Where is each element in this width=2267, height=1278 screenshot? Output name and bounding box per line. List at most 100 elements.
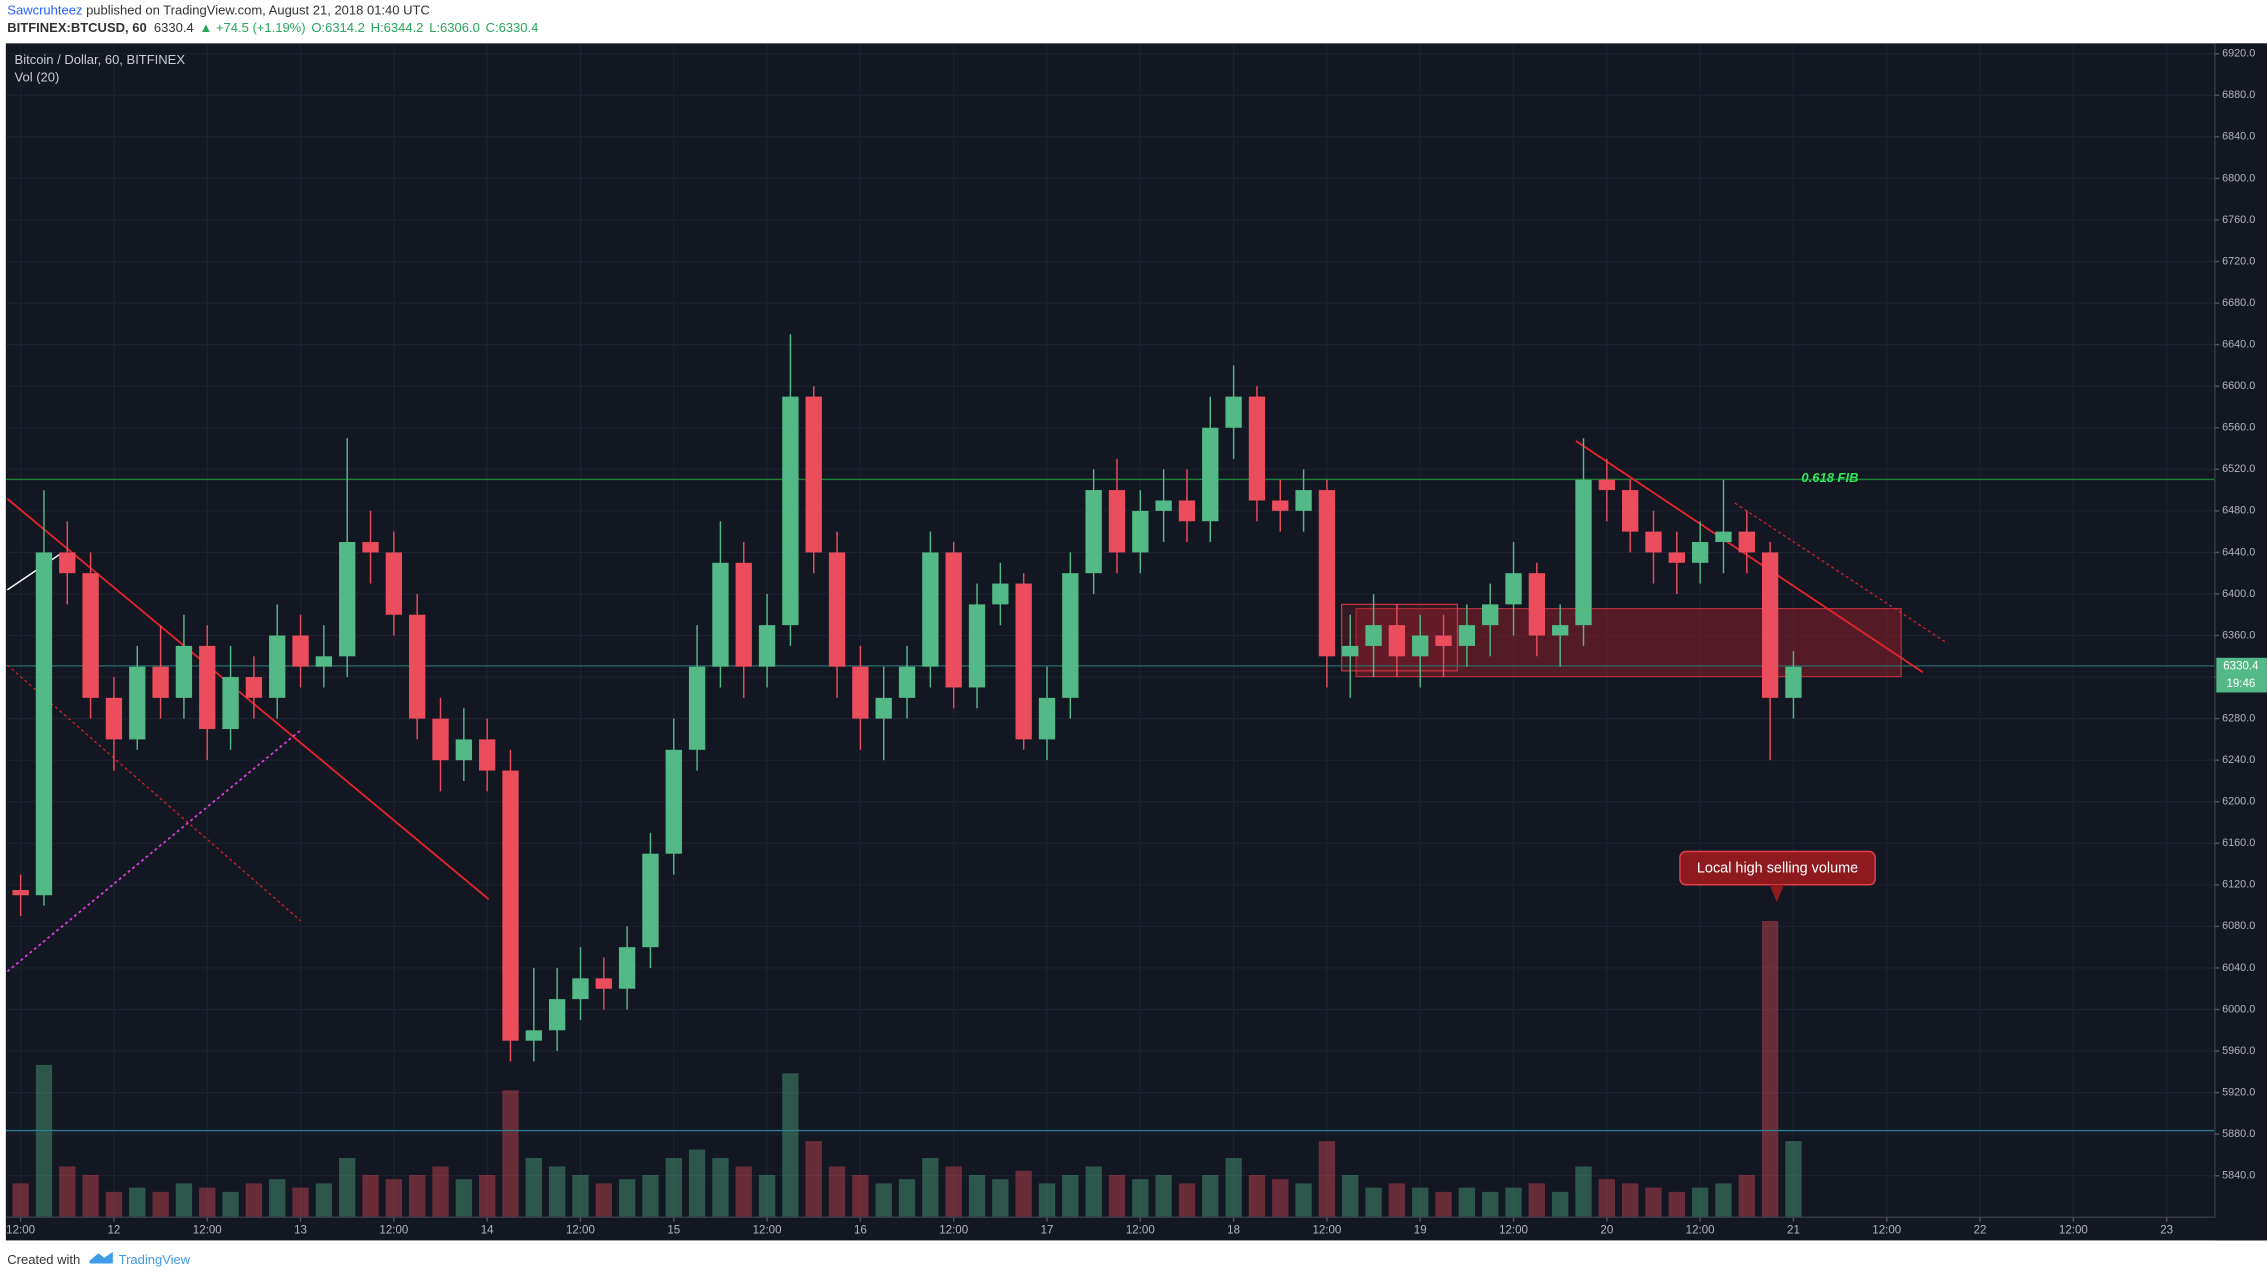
candle-body: [362, 542, 379, 553]
candle-body: [1715, 531, 1732, 543]
volume-bar: [292, 1187, 309, 1218]
candle-body: [922, 552, 939, 667]
candle-body: [572, 978, 589, 1000]
candle-body: [782, 396, 799, 626]
candle-body: [315, 656, 333, 667]
candle-body: [1598, 479, 1616, 491]
candle-body: [548, 999, 566, 1031]
volume-bar: [735, 1166, 752, 1218]
volume-bar: [712, 1158, 729, 1218]
volume-bar: [1645, 1187, 1662, 1218]
candle-body: [1225, 396, 1242, 428]
candle-body: [269, 635, 286, 698]
candle-body: [968, 604, 986, 688]
x-tick-label: 12:00: [753, 1224, 782, 1236]
y-tick-label: 6920.0: [2222, 48, 2255, 60]
volume-bar: [665, 1158, 682, 1218]
volume-bar: [1412, 1187, 1429, 1218]
volume-bar: [1248, 1174, 1266, 1218]
candle-body: [595, 978, 612, 989]
ohlc-c: C:6330.4: [486, 20, 539, 35]
author[interactable]: Sawcruhteez: [7, 3, 82, 18]
volume-bar: [269, 1179, 286, 1218]
candle-body: [618, 947, 636, 989]
y-tick-label: 6840.0: [2222, 131, 2255, 143]
y-tick-label: 6120.0: [2222, 879, 2255, 891]
volume-bar: [59, 1166, 76, 1218]
volume-bar: [1015, 1170, 1032, 1218]
y-tick-label: 6000.0: [2222, 1003, 2255, 1015]
volume-bar: [758, 1174, 776, 1218]
y-tick-label: 6440.0: [2222, 546, 2255, 558]
volume-bar: [548, 1166, 566, 1218]
candle-body: [1062, 573, 1079, 698]
volume-bar: [1108, 1174, 1126, 1218]
candle-body: [432, 718, 449, 761]
volume-bar: [875, 1183, 892, 1218]
candle-body: [1365, 625, 1382, 646]
y-tick-label: 6160.0: [2222, 837, 2255, 849]
candle-body: [665, 749, 682, 854]
candle-body: [688, 666, 706, 750]
y-tick-label: 6640.0: [2222, 338, 2255, 350]
y-tick-label: 6680.0: [2222, 297, 2255, 309]
y-tick-label: 6240.0: [2222, 754, 2255, 766]
y-tick-label: 6520.0: [2222, 463, 2255, 475]
volume-bar: [1552, 1191, 1569, 1218]
candle-body: [1552, 625, 1569, 636]
x-tick-label: 14: [481, 1224, 494, 1236]
candle-body: [875, 697, 892, 719]
candle-body: [59, 552, 76, 574]
volume-bar: [1761, 920, 1779, 1218]
candle-body: [222, 677, 239, 730]
volume-bar: [922, 1158, 939, 1218]
candles: [12, 334, 1802, 1062]
volume-bar: [1785, 1141, 1802, 1218]
tv-logo: [89, 1251, 113, 1264]
volume-bar: [572, 1174, 589, 1218]
candle-body: [828, 552, 846, 667]
candle-body: [175, 645, 193, 698]
x-tick-label: 12:00: [1499, 1224, 1528, 1236]
candle-body: [455, 739, 472, 761]
y-tick-label: 5880.0: [2222, 1128, 2255, 1140]
volume-bar: [1365, 1187, 1382, 1218]
volume-bar: [1295, 1183, 1312, 1218]
trendline: [1575, 440, 1924, 674]
candle-body: [945, 552, 962, 688]
candle-body: [1015, 583, 1032, 740]
trendline-dotted: [1734, 502, 1948, 644]
candle-body: [1482, 604, 1499, 626]
price-axis-bg: [2214, 43, 2267, 1241]
volume-bar: [688, 1149, 706, 1218]
y-tick-label: 6800.0: [2222, 172, 2255, 184]
candle-body: [1202, 427, 1219, 522]
y-tick-label: 6080.0: [2222, 920, 2255, 932]
candle-body: [1248, 396, 1266, 501]
volume-bar: [992, 1179, 1009, 1218]
candle-body: [292, 635, 309, 667]
fib-label: 0.618 FIB: [1801, 470, 1858, 485]
drawings: [5, 440, 2215, 1132]
candle-body: [1038, 697, 1056, 740]
candle-body: [898, 666, 916, 698]
y-tick-label: 6040.0: [2222, 962, 2255, 974]
footer-brand[interactable]: TradingView: [119, 1252, 191, 1267]
y-tick-label: 6600.0: [2222, 380, 2255, 392]
candle-body: [735, 562, 752, 667]
volume-bar: [1038, 1183, 1056, 1218]
candle-body: [1272, 500, 1289, 511]
y-tick-label: 6360.0: [2222, 629, 2255, 641]
candle-body: [339, 542, 356, 657]
candle-body: [129, 666, 146, 740]
x-tick-label: 12:00: [566, 1224, 595, 1236]
volume-bar: [852, 1174, 869, 1218]
y-tick-label: 5840.0: [2222, 1170, 2255, 1182]
change: ▲ +74.5 (+1.19%): [199, 20, 305, 35]
candle-body: [385, 552, 403, 615]
volume-bar: [1668, 1191, 1685, 1218]
candle-body: [12, 890, 29, 896]
candle-body: [1645, 531, 1662, 553]
